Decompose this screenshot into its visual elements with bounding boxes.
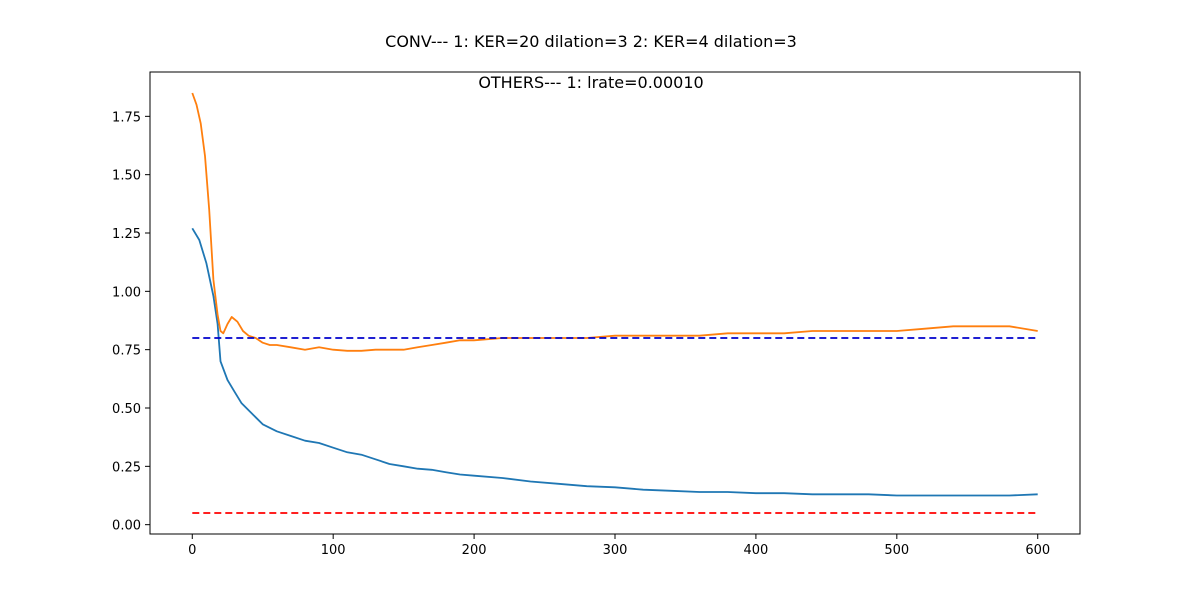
x-tick-label: 600 bbox=[1025, 543, 1050, 558]
y-tick-label: 1.75 bbox=[112, 110, 141, 125]
x-tick-label: 400 bbox=[743, 543, 768, 558]
x-tick-label: 300 bbox=[603, 543, 628, 558]
y-tick-label: 0.50 bbox=[112, 402, 141, 417]
x-tick-label: 200 bbox=[462, 543, 487, 558]
chart-title: CONV--- 1: KER=20 dilation=3 2: KER=4 di… bbox=[385, 32, 797, 51]
y-tick-label: 0.25 bbox=[112, 460, 141, 475]
y-tick-label: 0.00 bbox=[112, 519, 141, 534]
axis-ticks: 0 100 200 300 400 500 600 0.00 0.25 0.50 0.75 1.00 1… bbox=[112, 110, 1050, 558]
chart-subtitle: OTHERS--- 1: lrate=0.00010 bbox=[478, 73, 703, 92]
y-tick-label: 1.50 bbox=[112, 169, 141, 184]
y-tick-label: 0.75 bbox=[112, 344, 141, 359]
series-lines bbox=[191, 92, 1038, 514]
y-tick-label: 1.25 bbox=[112, 227, 141, 242]
x-tick-label: 500 bbox=[884, 543, 909, 558]
y-tick-label: 1.00 bbox=[112, 285, 141, 300]
plot-frame bbox=[149, 71, 1081, 535]
series-line-1 bbox=[191, 92, 1038, 352]
x-tick-label: 0 bbox=[188, 543, 196, 558]
series-line-0 bbox=[191, 227, 1038, 497]
x-tick-label: 100 bbox=[321, 543, 346, 558]
